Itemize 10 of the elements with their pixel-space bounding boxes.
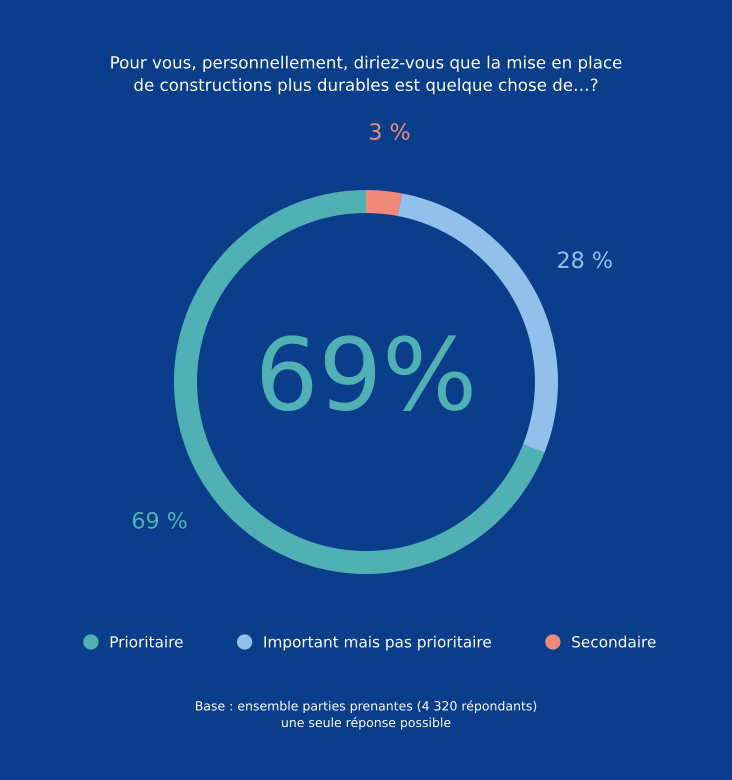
donut-slice: [366, 190, 402, 216]
text: 69%: [262, 335, 472, 412]
legend-label: Secondaire: [572, 636, 656, 648]
data-label: 69 %: [132, 512, 187, 529]
data-label: 3 %: [370, 123, 410, 140]
legend-label: Important mais pas prioritaire: [264, 636, 491, 651]
data-label: 28 %: [558, 251, 612, 268]
text: Base : ensemble parties prenantes (4 320 répondants) une seule réponse possible: [196, 700, 536, 730]
chart-title: Pour vous, personnellement, diriez-vous que la mise en place de constructions plus durables est quelque chose de…?: [111, 56, 622, 94]
legend-label: Prioritaire: [110, 636, 183, 648]
